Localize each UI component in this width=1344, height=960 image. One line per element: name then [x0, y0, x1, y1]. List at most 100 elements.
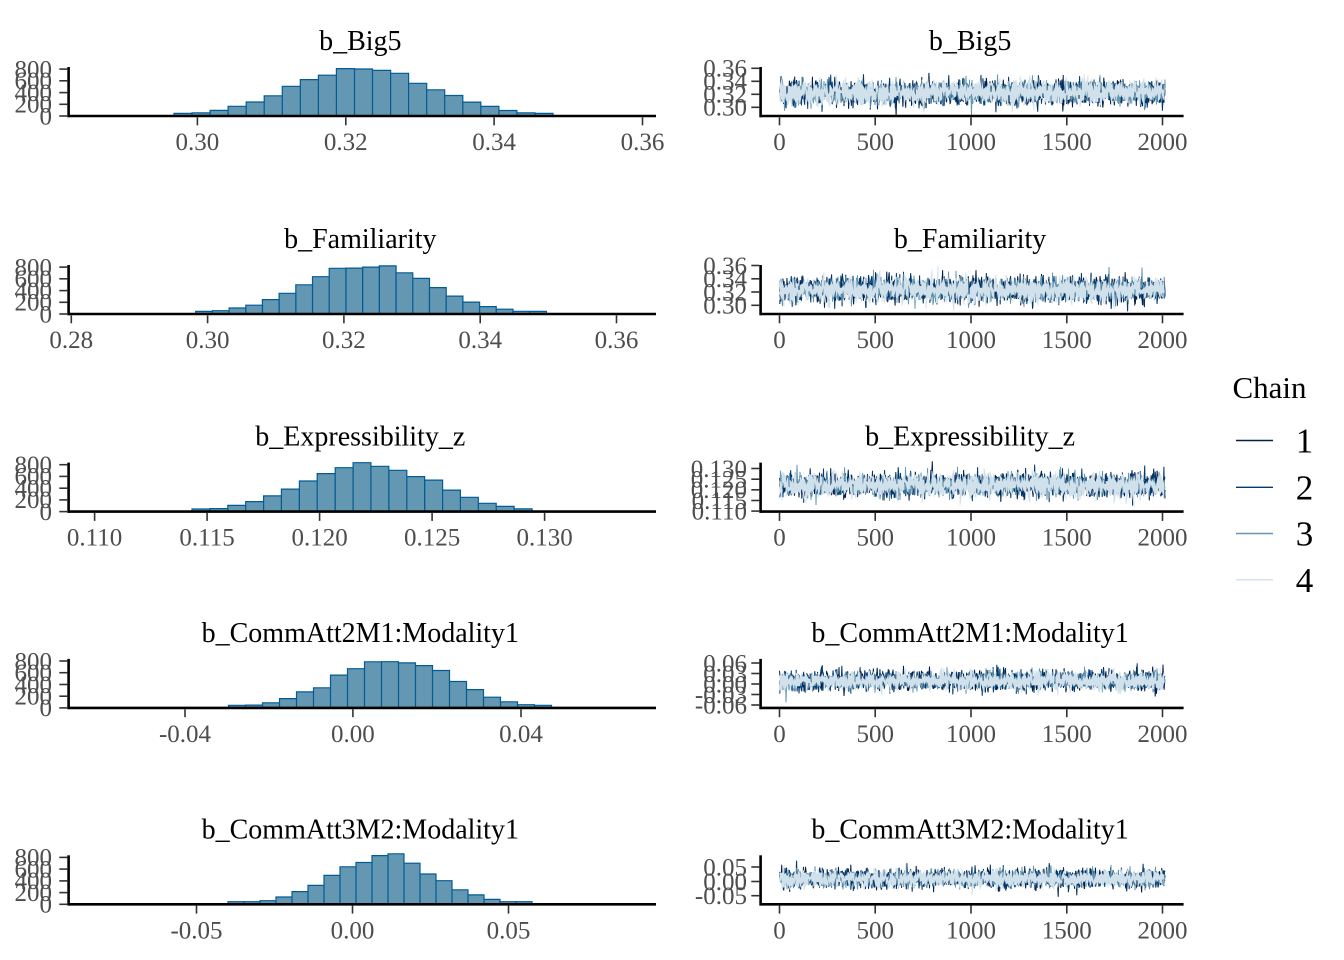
svg-text:400: 400	[15, 80, 53, 107]
svg-text:0.130: 0.130	[516, 525, 572, 552]
svg-text:0.36: 0.36	[703, 253, 747, 280]
svg-text:0.05: 0.05	[487, 917, 531, 944]
svg-text:0.32: 0.32	[703, 82, 747, 109]
svg-text:b_Big5: b_Big5	[929, 26, 1011, 57]
svg-text:1000: 1000	[946, 917, 996, 944]
svg-text:400: 400	[15, 868, 53, 895]
svg-text:0: 0	[40, 103, 53, 130]
svg-text:b_Familiarity: b_Familiarity	[284, 224, 436, 255]
svg-text:0: 0	[773, 327, 786, 354]
svg-text:500: 500	[856, 721, 894, 748]
svg-text:-0.03: -0.03	[695, 682, 747, 709]
svg-text:0: 0	[773, 721, 786, 748]
svg-text:600: 600	[15, 68, 53, 95]
svg-text:1000: 1000	[946, 525, 996, 552]
svg-text:0.36: 0.36	[595, 327, 639, 354]
svg-text:400: 400	[15, 278, 53, 305]
svg-text:0.34: 0.34	[703, 266, 747, 293]
svg-text:0.120: 0.120	[691, 477, 747, 504]
svg-text:0.00: 0.00	[703, 869, 747, 896]
svg-text:0.30: 0.30	[186, 327, 230, 354]
svg-text:1000: 1000	[946, 327, 996, 354]
svg-text:0.130: 0.130	[691, 456, 747, 483]
svg-text:800: 800	[15, 56, 53, 83]
svg-text:0.36: 0.36	[621, 129, 665, 156]
svg-text:0: 0	[40, 301, 53, 328]
svg-text:600: 600	[15, 856, 53, 883]
svg-text:400: 400	[15, 476, 53, 503]
svg-text:0: 0	[773, 129, 786, 156]
svg-text:-0.05: -0.05	[695, 883, 747, 910]
svg-text:-0.05: -0.05	[170, 917, 222, 944]
svg-text:0.05: 0.05	[703, 854, 747, 881]
svg-text:0: 0	[40, 695, 53, 722]
svg-text:0.115: 0.115	[179, 525, 234, 552]
svg-text:1000: 1000	[946, 721, 996, 748]
svg-text:0: 0	[773, 917, 786, 944]
svg-text:200: 200	[15, 880, 53, 907]
svg-text:b_CommAtt3M2:Modality1: b_CommAtt3M2:Modality1	[202, 814, 519, 845]
svg-text:0.30: 0.30	[703, 293, 747, 320]
svg-text:0.115: 0.115	[692, 488, 747, 515]
svg-text:2000: 2000	[1138, 327, 1188, 354]
svg-text:0.30: 0.30	[176, 129, 220, 156]
svg-text:1500: 1500	[1042, 129, 1092, 156]
svg-text:0.00: 0.00	[703, 671, 747, 698]
svg-text:1500: 1500	[1042, 327, 1092, 354]
svg-text:0.32: 0.32	[324, 129, 368, 156]
svg-text:b_Familiarity: b_Familiarity	[894, 224, 1046, 255]
svg-text:500: 500	[856, 327, 894, 354]
svg-text:500: 500	[856, 917, 894, 944]
svg-text:-0.04: -0.04	[159, 721, 212, 748]
svg-text:Chain: Chain	[1232, 370, 1307, 405]
svg-text:b_Expressibility_z: b_Expressibility_z	[255, 422, 465, 453]
svg-text:600: 600	[15, 464, 53, 491]
svg-text:800: 800	[15, 254, 53, 281]
svg-text:0.00: 0.00	[331, 917, 375, 944]
svg-text:3: 3	[1296, 515, 1314, 554]
svg-text:2000: 2000	[1138, 525, 1188, 552]
svg-text:0.110: 0.110	[692, 498, 747, 525]
svg-text:0.125: 0.125	[691, 467, 747, 494]
svg-text:0.04: 0.04	[499, 721, 543, 748]
svg-text:200: 200	[15, 92, 53, 119]
svg-text:500: 500	[856, 129, 894, 156]
svg-text:0.120: 0.120	[291, 525, 347, 552]
svg-text:0.125: 0.125	[404, 525, 460, 552]
svg-text:0.03: 0.03	[703, 661, 747, 688]
svg-text:0.32: 0.32	[703, 279, 747, 306]
svg-text:2: 2	[1296, 468, 1314, 507]
svg-text:600: 600	[15, 660, 53, 687]
svg-text:800: 800	[15, 452, 53, 479]
svg-text:b_CommAtt2M1:Modality1: b_CommAtt2M1:Modality1	[202, 618, 519, 649]
svg-text:0.06: 0.06	[703, 650, 747, 677]
svg-text:1500: 1500	[1042, 525, 1092, 552]
svg-text:1000: 1000	[946, 129, 996, 156]
svg-text:2000: 2000	[1138, 917, 1188, 944]
svg-text:200: 200	[15, 487, 53, 514]
svg-text:0.110: 0.110	[67, 525, 122, 552]
svg-text:0.28: 0.28	[49, 327, 93, 354]
svg-text:500: 500	[856, 525, 894, 552]
svg-text:2000: 2000	[1138, 129, 1188, 156]
svg-text:200: 200	[15, 684, 53, 711]
svg-text:4: 4	[1296, 561, 1314, 600]
svg-text:0: 0	[40, 892, 53, 919]
svg-text:800: 800	[15, 648, 53, 675]
svg-text:400: 400	[15, 672, 53, 699]
svg-text:0: 0	[773, 525, 786, 552]
svg-text:0.34: 0.34	[703, 69, 747, 96]
svg-text:0.32: 0.32	[322, 327, 366, 354]
svg-text:b_CommAtt3M2:Modality1: b_CommAtt3M2:Modality1	[811, 814, 1128, 845]
svg-text:b_Expressibility_z: b_Expressibility_z	[865, 422, 1075, 453]
svg-text:b_Big5: b_Big5	[319, 26, 401, 57]
svg-text:b_CommAtt2M1:Modality1: b_CommAtt2M1:Modality1	[811, 618, 1128, 649]
svg-text:1: 1	[1296, 422, 1314, 461]
svg-text:2000: 2000	[1138, 721, 1188, 748]
svg-text:600: 600	[15, 266, 53, 293]
svg-text:1500: 1500	[1042, 917, 1092, 944]
svg-text:1500: 1500	[1042, 721, 1092, 748]
svg-text:0: 0	[40, 499, 53, 526]
svg-text:0.00: 0.00	[331, 721, 375, 748]
svg-text:0.34: 0.34	[472, 129, 516, 156]
